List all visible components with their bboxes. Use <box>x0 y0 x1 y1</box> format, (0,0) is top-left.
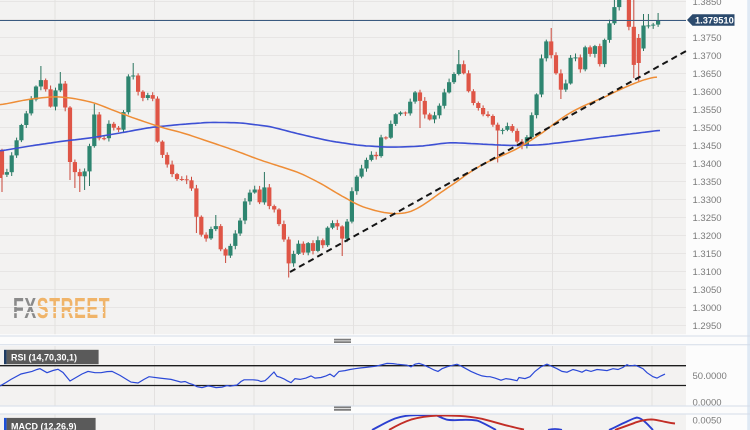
svg-text:1.3150: 1.3150 <box>693 249 722 260</box>
svg-text:1.3650: 1.3650 <box>693 69 722 80</box>
svg-text:RSI (14,70,30,1): RSI (14,70,30,1) <box>11 352 77 362</box>
svg-text:1.3400: 1.3400 <box>693 159 722 170</box>
svg-text:1.3300: 1.3300 <box>693 195 722 206</box>
svg-text:1.3850: 1.3850 <box>693 0 722 8</box>
svg-text:1.2950: 1.2950 <box>693 321 722 332</box>
svg-text:1.3450: 1.3450 <box>693 141 722 152</box>
svg-text:1.3050: 1.3050 <box>693 285 722 296</box>
svg-text:1.3350: 1.3350 <box>693 177 722 188</box>
svg-text:MACD (12,26,9): MACD (12,26,9) <box>11 422 77 430</box>
svg-text:0.0050: 0.0050 <box>693 416 722 427</box>
svg-text:0.0000: 0.0000 <box>693 397 722 408</box>
svg-text:1.3750: 1.3750 <box>693 33 722 44</box>
svg-text:1.3550: 1.3550 <box>693 105 722 116</box>
svg-text:1.3000: 1.3000 <box>693 303 722 314</box>
svg-text:1.3100: 1.3100 <box>693 267 722 278</box>
svg-text:1.3600: 1.3600 <box>693 87 722 98</box>
svg-text:FXSTREET: FXSTREET <box>13 294 110 325</box>
svg-text:1.3700: 1.3700 <box>693 51 722 62</box>
svg-text:1.3200: 1.3200 <box>693 231 722 242</box>
svg-text:50.0000: 50.0000 <box>693 371 727 382</box>
svg-text:1.379510: 1.379510 <box>695 16 734 26</box>
svg-text:1.3500: 1.3500 <box>693 123 722 134</box>
svg-text:1.3250: 1.3250 <box>693 213 722 224</box>
